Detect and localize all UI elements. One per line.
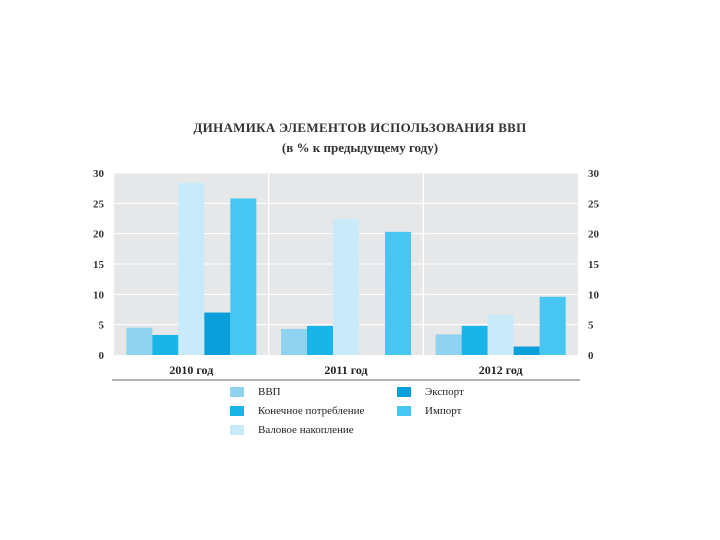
bar	[152, 334, 179, 355]
y-tick-label-right: 0	[588, 350, 594, 362]
bar	[539, 296, 566, 355]
y-tick-label-right: 10	[588, 289, 600, 301]
bar	[126, 327, 153, 355]
x-category-label: 2011 год	[324, 363, 367, 377]
bar	[487, 314, 514, 355]
y-tick-label-right: 30	[588, 168, 600, 180]
legend-label: Импорт	[425, 405, 462, 417]
y-tick-label-right: 25	[588, 198, 600, 210]
y-tick-label-left: 30	[93, 168, 105, 180]
y-tick-label-left: 0	[99, 350, 105, 362]
legend-swatch	[230, 425, 244, 435]
legend-label: Экспорт	[425, 386, 464, 398]
bar	[178, 182, 205, 355]
bar	[333, 219, 359, 355]
bar	[281, 328, 307, 355]
bar	[204, 312, 231, 355]
legend-swatch	[397, 406, 411, 416]
y-tick-label-left: 20	[93, 229, 105, 241]
legend-item: Импорт	[397, 405, 461, 417]
legend-swatch	[230, 387, 244, 397]
legend-item: Валовое накопление	[230, 424, 354, 436]
x-category-label: 2012 год	[479, 363, 523, 377]
bar	[230, 198, 257, 355]
y-tick-label-right: 20	[588, 229, 600, 241]
bar	[385, 231, 411, 355]
legend-label: Конечное потребление	[258, 405, 365, 417]
y-tick-label-left: 5	[99, 320, 105, 332]
legend-label: ВВП	[258, 386, 281, 398]
legend-swatch	[230, 406, 244, 416]
legend-item: Экспорт	[397, 386, 464, 398]
x-category-label: 2010 год	[169, 363, 213, 377]
legend-item: Конечное потребление	[230, 405, 364, 417]
y-tick-label-left: 15	[93, 259, 105, 271]
legend-swatch	[397, 387, 411, 397]
bar	[513, 346, 540, 355]
chart-title: ДИНАМИКА ЭЛЕМЕНТОВ ИСПОЛЬЗОВАНИЯ ВВП	[193, 120, 527, 135]
legend-label: Валовое накопление	[258, 424, 354, 436]
y-tick-label-right: 5	[588, 320, 594, 332]
y-tick-label-left: 10	[93, 289, 105, 301]
y-tick-label-left: 25	[93, 198, 105, 210]
bar	[435, 334, 462, 355]
bar	[307, 325, 333, 355]
y-tick-label-right: 15	[588, 259, 600, 271]
bar	[461, 325, 488, 355]
legend-item: ВВП	[230, 386, 281, 398]
chart-subtitle: (в % к предыдущему году)	[281, 140, 439, 155]
